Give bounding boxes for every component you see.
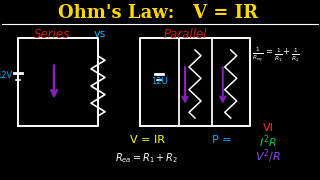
Text: +: +: [283, 48, 289, 57]
Text: 12U: 12U: [151, 78, 168, 87]
Text: $I^2R$: $I^2R$: [259, 134, 277, 150]
Text: VI: VI: [263, 123, 273, 133]
Text: V = IR: V = IR: [130, 135, 164, 145]
Text: 12V: 12V: [0, 71, 12, 80]
Text: $V^2/R$: $V^2/R$: [255, 147, 281, 165]
Text: $\frac{1}{R_{eq}}$: $\frac{1}{R_{eq}}$: [252, 46, 264, 64]
Text: Parallel: Parallel: [163, 28, 207, 40]
Text: Series: Series: [34, 28, 70, 40]
Text: $\frac{1}{R_1}$: $\frac{1}{R_1}$: [274, 46, 283, 64]
Text: =: =: [266, 48, 273, 57]
Text: P =: P =: [212, 135, 232, 145]
Text: Ohm's Law:   V = IR: Ohm's Law: V = IR: [58, 4, 258, 22]
Text: vs: vs: [94, 29, 106, 39]
Text: $\frac{1}{R_2}$: $\frac{1}{R_2}$: [291, 46, 300, 64]
Text: $R_{ea} = R_1 + R_2$: $R_{ea} = R_1 + R_2$: [116, 151, 179, 165]
